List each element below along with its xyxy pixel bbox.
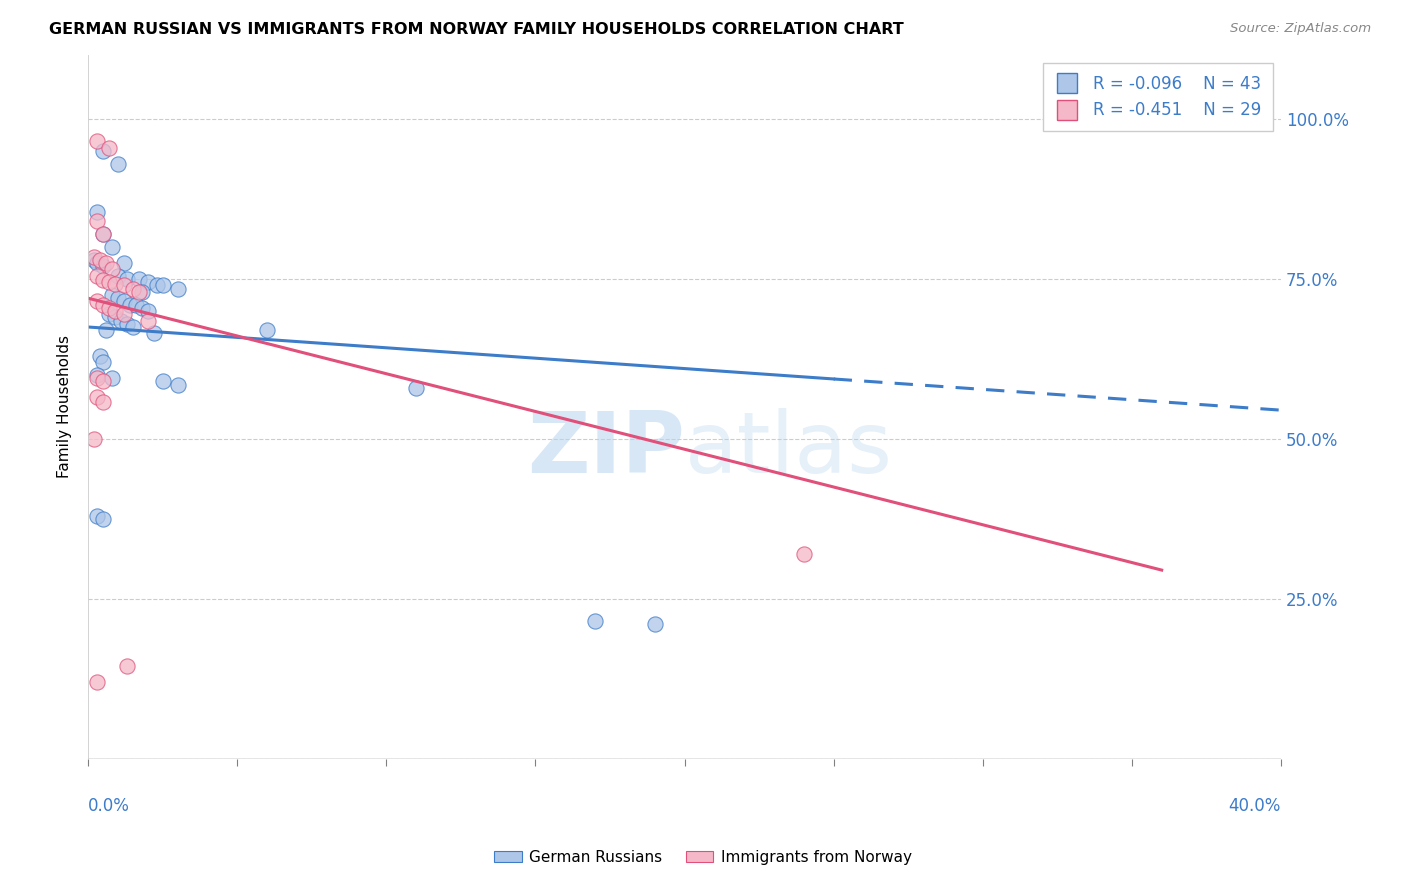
Text: ZIP: ZIP — [527, 408, 685, 491]
Point — [101, 371, 124, 385]
Point — [405, 381, 427, 395]
Point — [83, 252, 105, 267]
Point — [115, 317, 138, 331]
Point — [101, 240, 124, 254]
Point — [256, 323, 278, 337]
Point — [89, 252, 111, 267]
Point — [98, 141, 121, 155]
Point — [91, 273, 114, 287]
Point — [98, 307, 121, 321]
Point — [136, 313, 159, 327]
Point — [91, 259, 114, 273]
Point — [91, 227, 114, 242]
Point — [86, 205, 108, 219]
Point — [86, 371, 108, 385]
Point — [91, 355, 114, 369]
Point — [122, 282, 145, 296]
Point — [136, 275, 159, 289]
Point — [152, 278, 174, 293]
Point — [86, 368, 108, 382]
Point — [89, 349, 111, 363]
Point — [94, 256, 117, 270]
Point — [112, 256, 135, 270]
Point — [98, 275, 121, 289]
Point — [91, 512, 114, 526]
Legend: R = -0.096    N = 43, R = -0.451    N = 29: R = -0.096 N = 43, R = -0.451 N = 29 — [1043, 63, 1272, 131]
Point — [125, 297, 148, 311]
Point — [110, 313, 132, 327]
Point — [107, 157, 129, 171]
Point — [793, 547, 815, 561]
Point — [142, 326, 165, 341]
Point — [86, 675, 108, 690]
Point — [122, 320, 145, 334]
Point — [107, 291, 129, 305]
Legend: German Russians, Immigrants from Norway: German Russians, Immigrants from Norway — [488, 844, 918, 871]
Point — [91, 297, 114, 311]
Point — [94, 323, 117, 337]
Y-axis label: Family Households: Family Households — [58, 335, 72, 478]
Point — [101, 262, 124, 277]
Text: GERMAN RUSSIAN VS IMMIGRANTS FROM NORWAY FAMILY HOUSEHOLDS CORRELATION CHART: GERMAN RUSSIAN VS IMMIGRANTS FROM NORWAY… — [49, 22, 904, 37]
Point — [86, 214, 108, 228]
Point — [145, 278, 167, 293]
Point — [101, 288, 124, 302]
Point — [107, 268, 129, 283]
Point — [91, 375, 114, 389]
Point — [83, 432, 105, 446]
Point — [83, 250, 105, 264]
Point — [91, 394, 114, 409]
Text: atlas: atlas — [685, 408, 893, 491]
Point — [86, 390, 108, 404]
Point — [98, 301, 121, 315]
Point — [104, 277, 127, 292]
Point — [115, 272, 138, 286]
Point — [112, 278, 135, 293]
Point — [128, 272, 150, 286]
Point — [166, 282, 188, 296]
Point — [112, 307, 135, 321]
Point — [115, 659, 138, 673]
Point — [86, 268, 108, 283]
Point — [152, 375, 174, 389]
Point — [104, 304, 127, 318]
Text: Source: ZipAtlas.com: Source: ZipAtlas.com — [1230, 22, 1371, 36]
Point — [86, 256, 108, 270]
Point — [131, 301, 153, 315]
Point — [91, 144, 114, 158]
Point — [86, 508, 108, 523]
Text: 0.0%: 0.0% — [89, 797, 129, 815]
Point — [644, 617, 666, 632]
Point — [91, 227, 114, 242]
Point — [86, 135, 108, 149]
Point — [104, 310, 127, 325]
Point — [131, 285, 153, 299]
Point — [136, 304, 159, 318]
Point — [166, 377, 188, 392]
Point — [112, 294, 135, 309]
Point — [128, 285, 150, 299]
Point — [118, 297, 141, 311]
Point — [583, 614, 606, 628]
Text: 40.0%: 40.0% — [1229, 797, 1281, 815]
Point — [86, 294, 108, 309]
